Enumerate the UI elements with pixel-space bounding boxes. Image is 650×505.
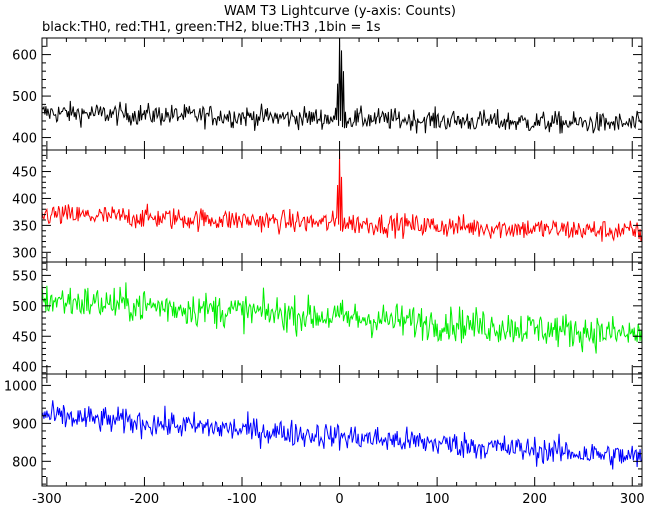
y-tick-label: 400 [12,361,37,376]
panel-th3: 800 900 1000 [4,373,643,487]
y-tick-label: 450 [12,330,37,345]
y-tick-label: 400 [12,192,37,207]
x-tick-label: -100 [227,492,257,505]
figure-subtitle: black:TH0, red:TH1, green:TH2, blue:TH3 … [42,20,381,35]
series-line-th2 [42,282,642,354]
panel-th1: 300 350 400 450 [12,149,643,263]
y-tick-label: 300 [12,246,37,261]
y-tick-label: 450 [12,166,37,181]
series-line-th0 [42,38,642,134]
figure-title: WAM T3 Lightcurve (y-axis: Counts) [224,4,456,19]
y-tick-label: 800 [12,455,37,470]
x-tick-label: -200 [130,492,160,505]
y-tick-label: 600 [12,49,37,64]
x-tick-labels: -300 -200 -100 0 100 200 300 [32,492,645,505]
y-tick-label: 900 [12,417,37,432]
series-line-th1 [42,152,642,242]
y-tick-label: 500 [12,300,37,315]
series-line-th3 [42,400,642,470]
x-tick-label: 0 [335,492,343,505]
panel-th0: 400 500 600 [12,37,643,151]
y-tick-label: 350 [12,219,37,234]
y-tick-label: 500 [12,90,37,105]
y-tick-label: 400 [12,132,37,147]
x-tick-label: -300 [32,492,62,505]
x-tick-label: 200 [522,492,547,505]
panel-th2: 400 450 500 550 [12,261,643,376]
panels: 400 500 600 300 350 400 450 400 450 500 550 800 900 1… [4,37,643,487]
panel-frame [41,373,643,487]
x-tick-label: 100 [425,492,450,505]
x-tick-label: 300 [620,492,645,505]
y-tick-label: 1000 [4,379,37,394]
y-tick-label: 550 [12,269,37,284]
